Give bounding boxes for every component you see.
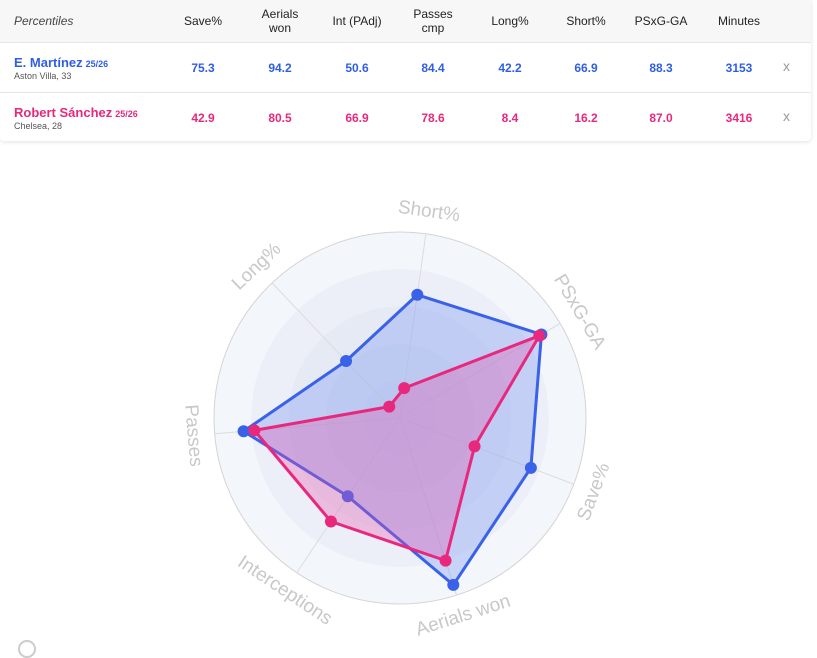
axis-label: Passes <box>180 404 206 468</box>
data-point <box>340 354 353 367</box>
value-save-pct: 75.3 <box>191 60 215 75</box>
data-point <box>383 400 396 413</box>
value-short-pct: 66.9 <box>574 60 598 75</box>
value-aerials-won: 94.2 <box>268 60 292 75</box>
season-badge: 25/26 <box>85 59 109 69</box>
col-header-long-pct[interactable]: Long% <box>491 14 529 28</box>
data-point <box>524 461 537 474</box>
data-point <box>248 424 261 437</box>
data-point <box>439 554 452 567</box>
col-header-aerials-won[interactable]: Aerials won <box>261 7 299 35</box>
data-point <box>237 425 250 438</box>
data-point <box>411 288 424 301</box>
col-header-passes-cmp[interactable]: Passes cmp <box>413 7 453 35</box>
player-club: Chelsea, 28 <box>14 121 63 131</box>
player-club: Aston Villa, 33 <box>14 71 72 81</box>
data-point <box>533 329 546 342</box>
value-short-pct: 16.2 <box>574 110 598 125</box>
value-int-padj: 50.6 <box>345 60 369 75</box>
circle-icon <box>18 640 36 658</box>
value-passes-cmp: 84.4 <box>421 60 445 75</box>
series-polygon <box>242 293 543 587</box>
player-name[interactable]: E. Martínez 25/26 <box>14 55 109 70</box>
value-int-padj: 66.9 <box>345 110 369 125</box>
axis-label: Save% <box>573 460 614 524</box>
value-minutes: 3153 <box>725 60 753 75</box>
value-save-pct: 42.9 <box>191 110 215 125</box>
value-long-pct: 42.2 <box>498 60 522 75</box>
data-point <box>324 515 337 528</box>
col-header-short-pct[interactable]: Short% <box>566 14 606 28</box>
remove-player-button[interactable]: x <box>783 58 790 74</box>
table-row: Robert Sánchez 25/26 Chelsea, 28 42.9 80.… <box>0 93 811 142</box>
value-aerials-won: 80.5 <box>268 110 292 125</box>
data-point <box>468 440 481 453</box>
value-psxg-ga: 88.3 <box>649 60 673 75</box>
percentiles-header: Percentiles <box>14 14 74 28</box>
table-row: E. Martínez 25/26 Aston Villa, 33 75.3 94… <box>0 43 811 93</box>
col-header-save-pct[interactable]: Save% <box>183 14 223 28</box>
remove-player-button[interactable]: x <box>783 108 790 124</box>
data-point <box>447 578 460 591</box>
axis-line <box>399 417 574 485</box>
data-point <box>398 382 411 395</box>
radar-series <box>237 288 548 591</box>
value-passes-cmp: 78.6 <box>421 110 445 125</box>
axis-line <box>271 282 401 419</box>
col-header-int-padj[interactable]: Int (PAdj) <box>332 14 382 28</box>
series-polygon <box>252 334 541 563</box>
season-badge: 25/26 <box>115 109 138 119</box>
col-header-psxg-ga[interactable]: PSxG-GA <box>634 14 688 28</box>
value-psxg-ga: 87.0 <box>649 110 673 125</box>
player-name[interactable]: Robert Sánchez 25/26 <box>14 105 138 120</box>
table-header: Percentiles Save% Aerials won Int (PAdj)… <box>0 0 811 43</box>
comparison-table: Percentiles Save% Aerials won Int (PAdj)… <box>0 0 811 141</box>
value-minutes: 3416 <box>725 110 753 125</box>
value-long-pct: 8.4 <box>501 110 519 125</box>
col-header-minutes[interactable]: Minutes <box>717 14 761 28</box>
axis-label: Short% <box>397 197 462 226</box>
data-point <box>341 490 354 503</box>
